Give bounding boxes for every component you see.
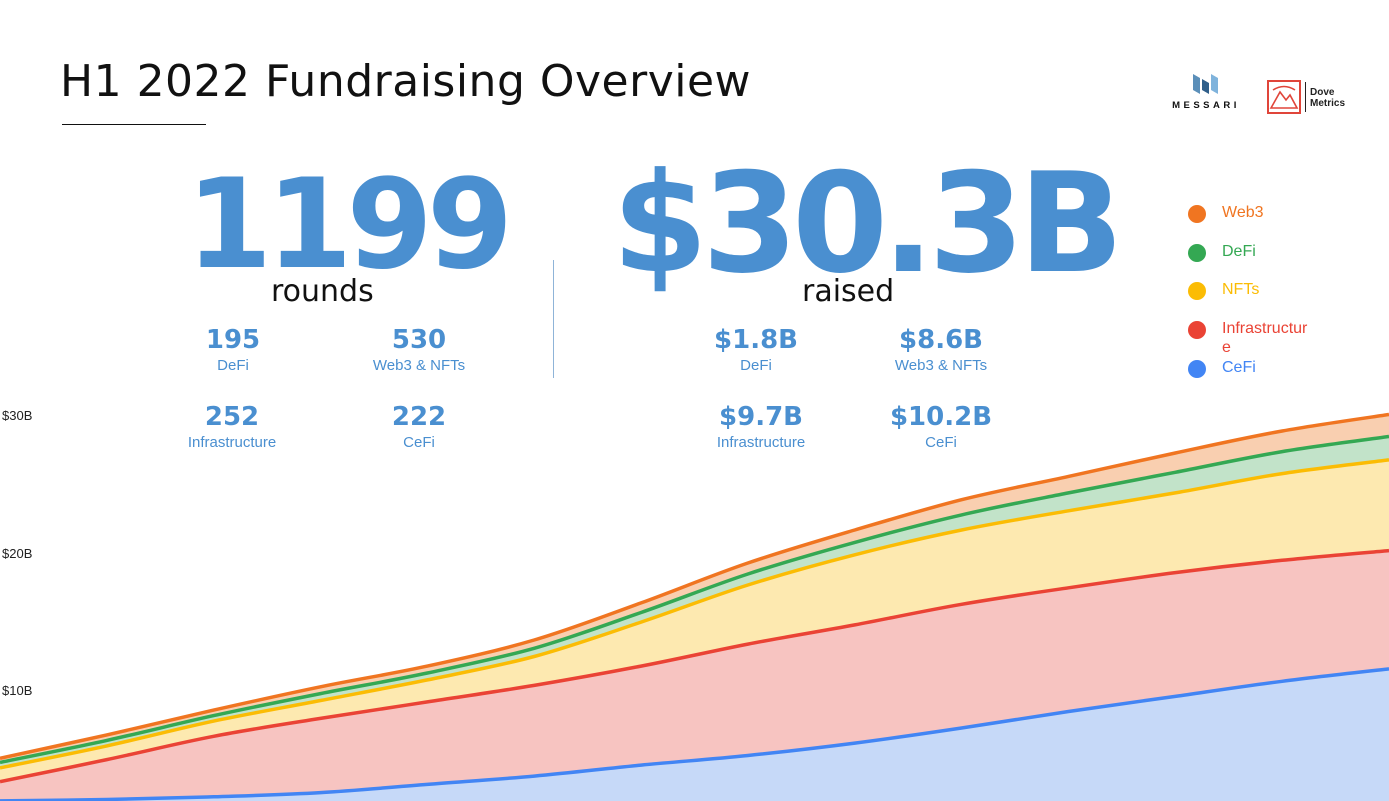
legend-swatch xyxy=(1188,205,1206,223)
chart-lines xyxy=(0,412,1389,801)
section-divider xyxy=(553,260,554,378)
raised-total: $30.3B xyxy=(612,143,1124,304)
legend-label: Web3 xyxy=(1222,204,1264,221)
stat-value: $9.7B xyxy=(719,402,803,432)
stat-label: Infrastructure xyxy=(716,434,806,451)
stat-label: Web3 & NFTs xyxy=(372,357,466,374)
area-nfts xyxy=(0,459,1389,782)
stat-web3-nfts-rounds: 530 Web3 & NFTs xyxy=(349,325,489,374)
title-underline xyxy=(62,124,206,125)
stat-label: CeFi xyxy=(403,434,435,451)
logo-separator xyxy=(1305,82,1306,112)
stat-value: $1.8B xyxy=(714,325,798,355)
stat-infrastructure-raised: $9.7B Infrastructure xyxy=(691,402,831,451)
stat-label: CeFi xyxy=(925,434,957,451)
dove-metrics-wordmark: Dove Metrics xyxy=(1310,87,1345,109)
series-line-cefi xyxy=(0,667,1389,801)
stat-value: 195 xyxy=(205,325,261,355)
series-line-nfts xyxy=(0,458,1389,770)
stat-cefi-raised: $10.2B CeFi xyxy=(871,402,1011,451)
series-line-defi xyxy=(0,434,1389,765)
area-web3 xyxy=(0,414,1389,763)
y-tick-label: $20B xyxy=(2,546,33,561)
stat-web3-nfts-raised: $8.6B Web3 & NFTs xyxy=(871,325,1011,374)
stat-value: $8.6B xyxy=(899,325,983,355)
page-title: H1 2022 Fundraising Overview xyxy=(60,56,752,107)
rounds-total: 1199 xyxy=(186,153,513,297)
messari-logo: MESSARI xyxy=(1164,70,1248,114)
stat-infrastructure-rounds: 252 Infrastructure xyxy=(162,402,302,451)
legend-swatch xyxy=(1188,321,1206,339)
dove-wordmark-line2: Metrics xyxy=(1310,98,1346,109)
y-tick-label: $30B xyxy=(2,408,33,423)
legend-label: CeFi xyxy=(1222,359,1256,376)
area-infrastructure xyxy=(0,550,1389,801)
legend-swatch xyxy=(1188,244,1206,262)
series-line-infrastructure xyxy=(0,548,1389,784)
stat-label: DeFi xyxy=(217,357,249,374)
messari-wordmark: MESSARI xyxy=(1172,100,1240,111)
stat-value: 222 xyxy=(391,402,447,432)
stat-label: Web3 & NFTs xyxy=(894,357,988,374)
legend-label: NFTs xyxy=(1222,281,1260,298)
stat-defi-raised: $1.8B DeFi xyxy=(686,325,826,374)
area-cefi xyxy=(0,668,1389,801)
stat-label: Infrastructure xyxy=(187,434,277,451)
legend-swatch xyxy=(1188,282,1206,300)
stat-label: DeFi xyxy=(740,357,772,374)
legend-label: Infrastructur e xyxy=(1222,320,1308,356)
stat-defi-rounds: 195 DeFi xyxy=(163,325,303,374)
stat-value: 252 xyxy=(204,402,260,432)
stat-cefi-rounds: 222 CeFi xyxy=(349,402,489,451)
dove-wordmark-line1: Dove xyxy=(1310,87,1335,98)
rounds-label: rounds xyxy=(271,274,374,309)
dove-metrics-logo: Dove Metrics xyxy=(1267,80,1367,116)
stat-value: 530 xyxy=(391,325,447,355)
series-line-web3 xyxy=(0,412,1389,761)
messari-logo-icon xyxy=(1193,74,1218,94)
dove-metrics-logo-icon xyxy=(1267,80,1301,114)
y-tick-label: $10B xyxy=(2,683,33,698)
raised-label: raised xyxy=(802,274,895,309)
legend-swatch xyxy=(1188,360,1206,378)
stat-value: $10.2B xyxy=(889,402,993,432)
legend-label: DeFi xyxy=(1222,243,1256,260)
